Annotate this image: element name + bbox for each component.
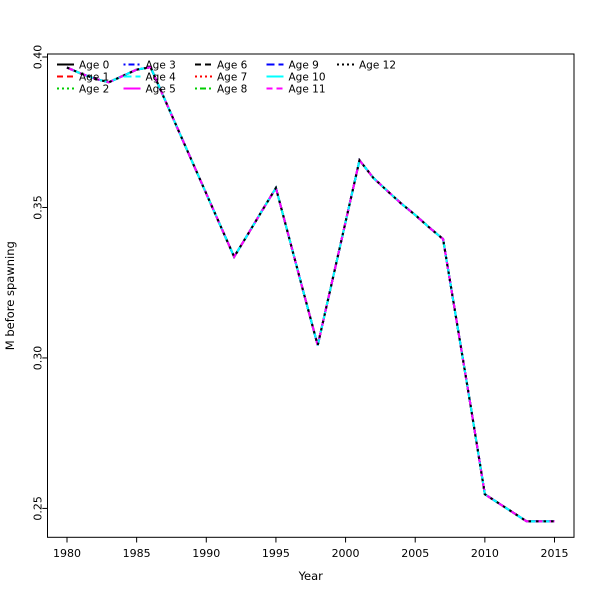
legend-entry: Age 1 [57, 71, 109, 83]
x-axis-tick-label: 1995 [262, 547, 290, 560]
y-axis-tick-label: 0.30 [32, 346, 45, 371]
legend-label: Age 12 [359, 59, 396, 71]
legend-label: Age 11 [289, 83, 326, 95]
y-axis-tick-label: 0.25 [32, 496, 45, 521]
x-axis-tick-label: 1990 [192, 547, 220, 560]
series-line-age-3 [66, 66, 555, 523]
y-axis-tick-label: 0.40 [32, 45, 45, 70]
x-axis-tick-label: 2015 [541, 547, 569, 560]
legend-label: Age 5 [146, 83, 176, 95]
legend-entry: Age 6 [195, 59, 248, 71]
legend-label: Age 10 [289, 71, 326, 83]
legend-entry: Age 0 [57, 59, 109, 71]
legend-label: Age 7 [217, 71, 247, 83]
series-line-age-10 [66, 66, 555, 523]
legend-label: Age 0 [79, 59, 109, 71]
series-line-age-12 [66, 66, 555, 523]
x-axis-tick-label: 1980 [53, 547, 81, 560]
legend-entry: Age 3 [123, 59, 176, 71]
legend-entry: Age 4 [123, 71, 177, 83]
legend-entry: Age 9 [266, 59, 319, 71]
plot-border-box [47, 53, 575, 538]
series-line-age-2 [66, 66, 555, 523]
axis-ticks: 1980 1985 1990 1995 2000 2005 2010 2015 0.25 0.30… [32, 45, 569, 560]
x-axis-tick-label: 1985 [123, 547, 151, 560]
series-line-age-7 [66, 66, 555, 523]
legend-label: Age 2 [79, 83, 109, 95]
y-axis-tick-label: 0.35 [32, 195, 45, 220]
legend-label: Age 1 [79, 71, 109, 83]
x-axis-tick-label: 2005 [401, 547, 429, 560]
series-line-age-11 [66, 66, 555, 523]
plot-area [47, 53, 575, 538]
legend-entry: Age 10 [266, 71, 326, 83]
series-line-age-8 [66, 66, 555, 523]
legend-label: Age 6 [217, 59, 248, 71]
series-line-age-9 [66, 66, 555, 523]
legend-label: Age 9 [289, 59, 319, 71]
legend-label: Age 4 [146, 71, 177, 83]
legend-entry: Age 12 [337, 59, 396, 71]
legend-label: Age 3 [146, 59, 176, 71]
series-line-age-0 [66, 66, 555, 523]
series-line-age-6 [66, 66, 555, 523]
legend-entry: Age 2 [57, 83, 109, 95]
x-axis-title: Year [298, 569, 324, 583]
series-line-age-5 [66, 66, 555, 523]
legend-entry: Age 8 [195, 83, 247, 95]
series-lines [66, 66, 555, 523]
x-axis-tick-label: 2000 [332, 547, 360, 560]
x-axis-tick-label: 2010 [471, 547, 499, 560]
legend-entry: Age 7 [195, 71, 247, 83]
y-axis-title: M before spawning [3, 241, 17, 350]
series-line-age-4 [66, 66, 555, 523]
series-line-age-1 [66, 66, 555, 523]
legend-label: Age 8 [217, 83, 247, 95]
legend-entry: Age 5 [123, 83, 176, 95]
legend-entry: Age 11 [266, 83, 326, 95]
